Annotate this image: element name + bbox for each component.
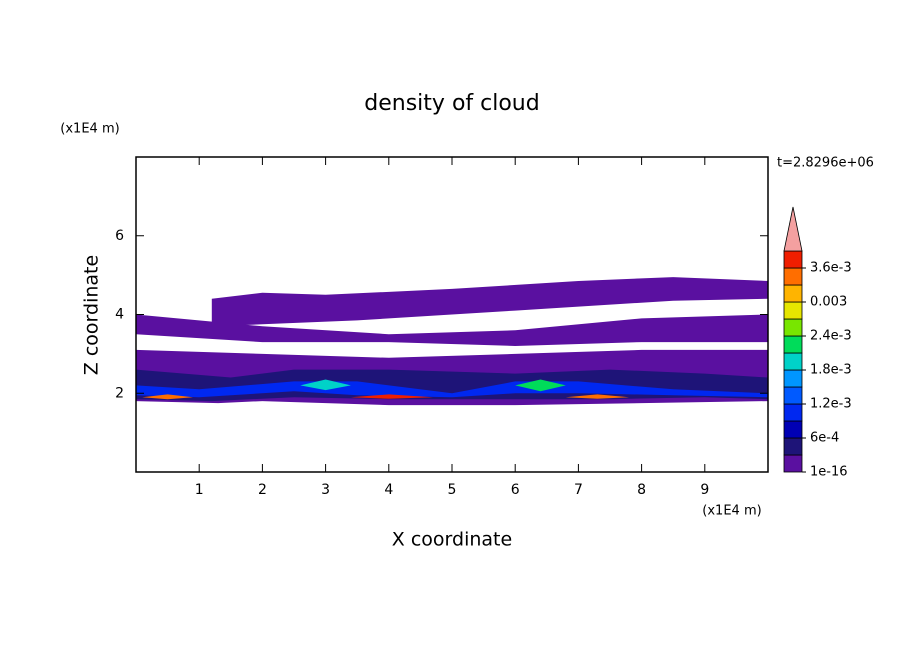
contour-region xyxy=(142,394,193,400)
colorbar-over xyxy=(783,206,803,252)
colorbar-box xyxy=(783,420,803,439)
colorbar-label: 1.8e-3 xyxy=(810,363,852,378)
colorbar-label: 3.6e-3 xyxy=(810,261,852,276)
colorbar-box xyxy=(783,454,803,473)
contour-region xyxy=(515,379,566,392)
colorbar-box xyxy=(783,267,803,286)
x-tick-label: 1 xyxy=(195,482,204,498)
colorbar-box xyxy=(783,335,803,354)
y-tick-label: 6 xyxy=(115,228,124,244)
colorbar-label: 6e-4 xyxy=(810,431,839,446)
colorbar-box xyxy=(783,386,803,405)
contour-region xyxy=(136,381,768,398)
chart-title: density of cloud xyxy=(364,91,539,116)
x-tick-label: 5 xyxy=(448,482,457,498)
y-axis-label: Z coordinate xyxy=(81,255,103,375)
contour-region xyxy=(300,379,351,391)
x-tick-label: 9 xyxy=(700,482,709,498)
contour-region xyxy=(136,314,768,346)
time-annotation: t=2.8296e+06 xyxy=(777,156,874,171)
colorbar-box xyxy=(783,352,803,371)
colorbar-label: 1e-16 xyxy=(810,465,848,480)
colorbar-box xyxy=(783,369,803,388)
colorbar-box xyxy=(783,250,803,269)
colorbar-box xyxy=(783,284,803,303)
x-tick-label: 8 xyxy=(637,482,646,498)
colorbar-box xyxy=(783,403,803,422)
contour-region xyxy=(565,394,629,399)
colorbar-label: 0.003 xyxy=(810,295,847,310)
x-axis-label: X coordinate xyxy=(392,529,512,551)
colorbar-label: 1.2e-3 xyxy=(810,397,852,412)
colorbar-label: 2.4e-3 xyxy=(810,329,852,344)
y-unit: (x1E4 m) xyxy=(60,122,119,137)
x-tick-label: 4 xyxy=(384,482,393,498)
y-tick-label: 4 xyxy=(115,307,124,323)
x-unit: (x1E4 m) xyxy=(702,504,761,519)
x-tick-label: 3 xyxy=(321,482,330,498)
x-tick-label: 2 xyxy=(258,482,267,498)
colorbar-box xyxy=(783,318,803,337)
contour-region xyxy=(350,394,433,399)
x-tick-label: 7 xyxy=(574,482,583,498)
colorbar-box xyxy=(783,301,803,320)
colorbar-box xyxy=(783,437,803,456)
x-tick-label: 6 xyxy=(511,482,520,498)
contour-region xyxy=(211,277,769,327)
y-tick-label: 2 xyxy=(115,385,124,401)
